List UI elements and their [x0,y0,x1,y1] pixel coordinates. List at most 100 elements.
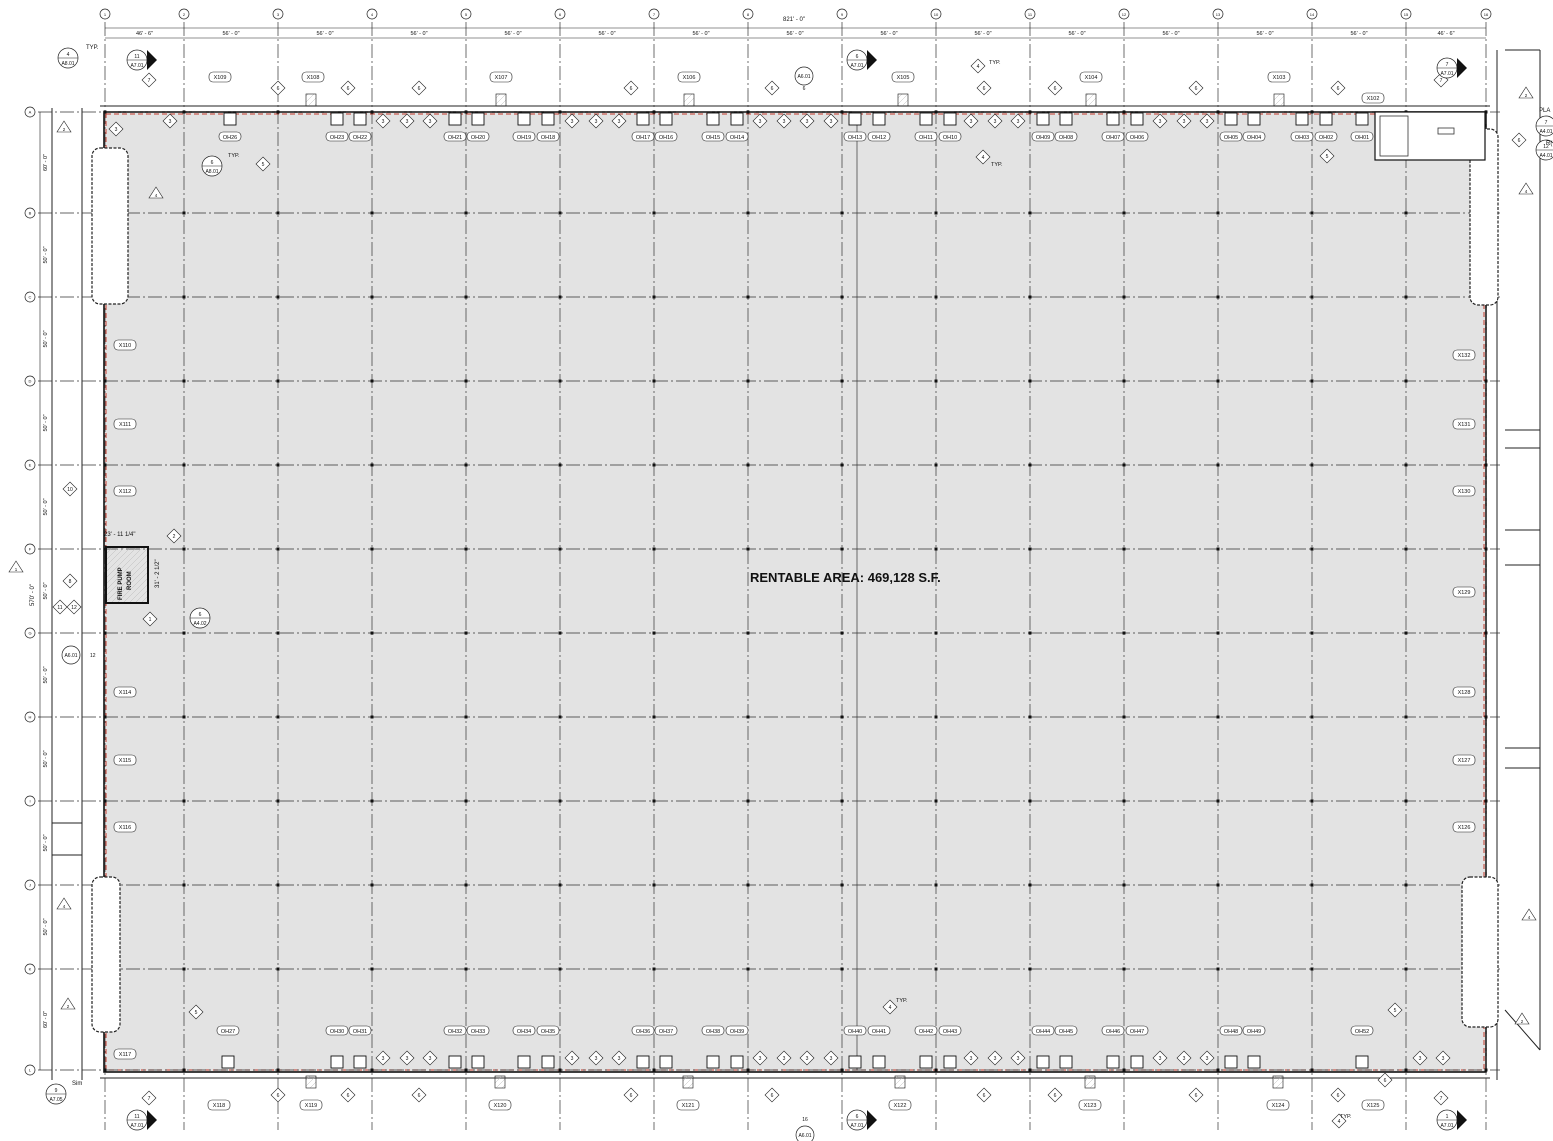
dock-door-north [353,112,367,126]
ro-label: R( [1546,141,1552,147]
exit-door-label: X120 [494,1103,507,1109]
column-marker [934,883,938,887]
column-marker [558,295,562,299]
keynote-diamond [1199,1050,1215,1066]
keynote-diamond [142,611,158,627]
fire-pump-depth-dim: 31' - 2 1/2" [155,559,161,588]
section-callout-sheet: A8.01 [205,169,218,175]
dock-door-label: OH52 [1355,1029,1369,1035]
revision-number: 4 [1528,915,1531,920]
row-grid-bubble [24,1064,36,1076]
dock-door-tag [654,131,678,142]
col-grid-label: 7 [653,12,656,17]
exit-door-label: X119 [305,1103,317,1109]
dock-doors: OH26 OH23 OH22 OH21 OH20 OH19 OH18 OH17 OH16 OH15… [216,112,1374,1069]
dock-door-label: OH03 [1295,135,1309,141]
column-marker [276,883,280,887]
column-marker [934,799,938,803]
column-marker [840,631,844,635]
exit-door-tag [1079,71,1103,83]
keynote-diamond [1319,148,1335,164]
dock-door-north [1319,112,1333,126]
dock-door-tag [348,1025,372,1036]
column-marker [1310,110,1314,114]
section-callout-number: 6 [211,160,214,166]
dock-door-label: OH33 [471,1029,485,1035]
keynote-diamond [188,1004,204,1020]
typ-label: TYP. [1340,1114,1352,1120]
revision-number: 4 [155,193,158,198]
column-marker [1028,631,1032,635]
revision-triangle [1514,1012,1530,1025]
row-grid-label: I [29,799,30,804]
dock-door-label: OH17 [636,135,650,141]
revision-number: 1 [15,567,18,572]
exit-door-tag [113,485,137,497]
typ-label-nw: TYP. [86,45,99,51]
column-marker [182,110,186,114]
column-marker [1310,883,1314,887]
keynote-number: 4 [1338,1119,1341,1125]
dock-door-label: OH13 [848,135,862,141]
exit-door-tag [113,339,137,351]
dock-door-tag [1219,131,1243,142]
column-marker [652,715,656,719]
keynote-number: 3 [571,1056,574,1062]
row-bay-dim: 50' - 0" [43,750,49,767]
keynote-diamond [375,113,391,129]
col-grid-bubble [460,8,472,20]
dock-door-label: OH39 [730,1029,744,1035]
overall-width-dimension: 821' - 0" [783,17,805,23]
column-marker [370,110,374,114]
col-grid-bubble [1118,8,1130,20]
dock-door-tag [1125,1025,1149,1036]
column-marker [1028,967,1032,971]
dock-door-north [943,112,957,126]
column-marker [1404,883,1408,887]
dock-door-north [1059,112,1073,126]
keynote-number: 3 [830,1056,833,1062]
keynote-number: 3 [994,1056,997,1062]
keynote-number: 3 [783,119,786,125]
column-marker [1216,967,1220,971]
revision-number: 4 [1525,189,1528,194]
dock-door-south [636,1055,650,1069]
column-marker [182,1068,186,1072]
exit-door-label: X122 [894,1103,907,1109]
dock-door-tag [512,131,536,142]
col-grid-label: 3 [277,12,280,17]
column-marker [1404,547,1408,551]
keynote-number: 3 [1017,119,1020,125]
column-marker [370,1068,374,1072]
section-arrow [867,50,877,70]
column-marker [464,799,468,803]
col-grid-label: 14 [1310,12,1315,17]
column-marker [370,295,374,299]
column-marker [103,1068,107,1072]
dock-door-label: OH18 [541,135,555,141]
keynote-diamond [1412,1050,1428,1066]
dock-door-tag [938,131,962,142]
col-grid-label: 13 [1216,12,1221,17]
keynote-diamond [976,80,992,96]
keynote-number: 3 [759,1056,762,1062]
column-marker [746,715,750,719]
keynote-diamond [975,149,991,165]
section-callout-sheet: A8.01 [61,61,74,67]
keynote-diamond [1330,80,1346,96]
section-callout-sheet: A7.01 [1440,71,1453,77]
dock-door-north [1036,112,1050,126]
col-grid-label: 11 [1028,12,1033,17]
keynote-diamond [340,80,356,96]
column-marker [934,110,938,114]
dock-door-label: OH01 [1355,135,1369,141]
col-grid-label: 5 [465,12,468,17]
keynote-number: 3 [1017,1056,1020,1062]
keynote-number: 3 [618,119,621,125]
dock-door-label: OH15 [706,135,720,141]
keynote-diamond [764,1087,780,1103]
exit-door-tag [1266,1099,1290,1111]
exit-door-tag [1267,71,1291,83]
section-callout-number: 6 [856,1114,859,1120]
